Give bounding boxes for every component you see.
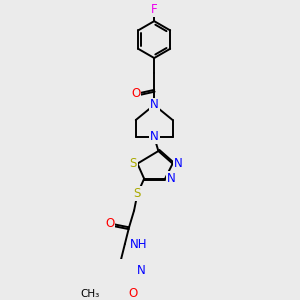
Text: O: O bbox=[131, 87, 140, 100]
Text: N: N bbox=[167, 172, 175, 185]
Text: S: S bbox=[130, 157, 137, 170]
Text: N: N bbox=[150, 98, 159, 112]
Text: N: N bbox=[150, 130, 159, 143]
Text: N: N bbox=[137, 264, 146, 278]
Text: NH: NH bbox=[130, 238, 147, 250]
Text: S: S bbox=[134, 187, 141, 200]
Text: O: O bbox=[129, 287, 138, 300]
Text: N: N bbox=[174, 157, 183, 170]
Text: O: O bbox=[105, 218, 114, 230]
Text: CH₃: CH₃ bbox=[81, 289, 100, 298]
Text: F: F bbox=[151, 3, 158, 16]
